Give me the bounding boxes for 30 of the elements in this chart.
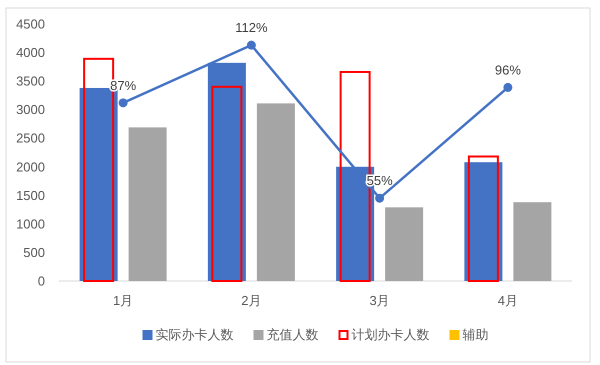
annotation: 112% [235,20,268,36]
y-tick-label: 3500 [16,74,45,89]
y-tick-label: 2000 [16,159,45,174]
y-tick-label: 0 [38,274,45,288]
x-tick-label: 3月 [370,293,390,308]
x-tick-label: 4月 [498,293,518,308]
legend-label: 实际办卡人数 [156,327,234,342]
point [118,98,128,108]
point [375,194,384,203]
x-tick-label: 2月 [241,293,262,308]
annotation: 96% [494,62,521,78]
point [246,40,256,50]
y-tick-label: 4500 [16,16,45,32]
y-tick-label: 1500 [16,188,45,203]
legend-label: 辅助 [462,327,488,342]
legend-label: 计划办卡人数 [352,327,430,342]
y-tick-label: 1000 [16,216,45,232]
x-tick-label: 1月 [113,293,134,308]
y-tick-label: 3000 [16,102,45,118]
y-tick-label: 2500 [16,130,45,146]
bar [256,103,295,281]
bar [513,202,552,281]
y-tick-label: 4000 [16,45,45,60]
bar [385,207,424,281]
bar [128,127,167,281]
point [503,82,512,92]
bar [211,86,242,282]
legend-label: 充值人数 [266,327,318,342]
bar [468,156,499,282]
y-tick-label: 500 [23,244,45,260]
